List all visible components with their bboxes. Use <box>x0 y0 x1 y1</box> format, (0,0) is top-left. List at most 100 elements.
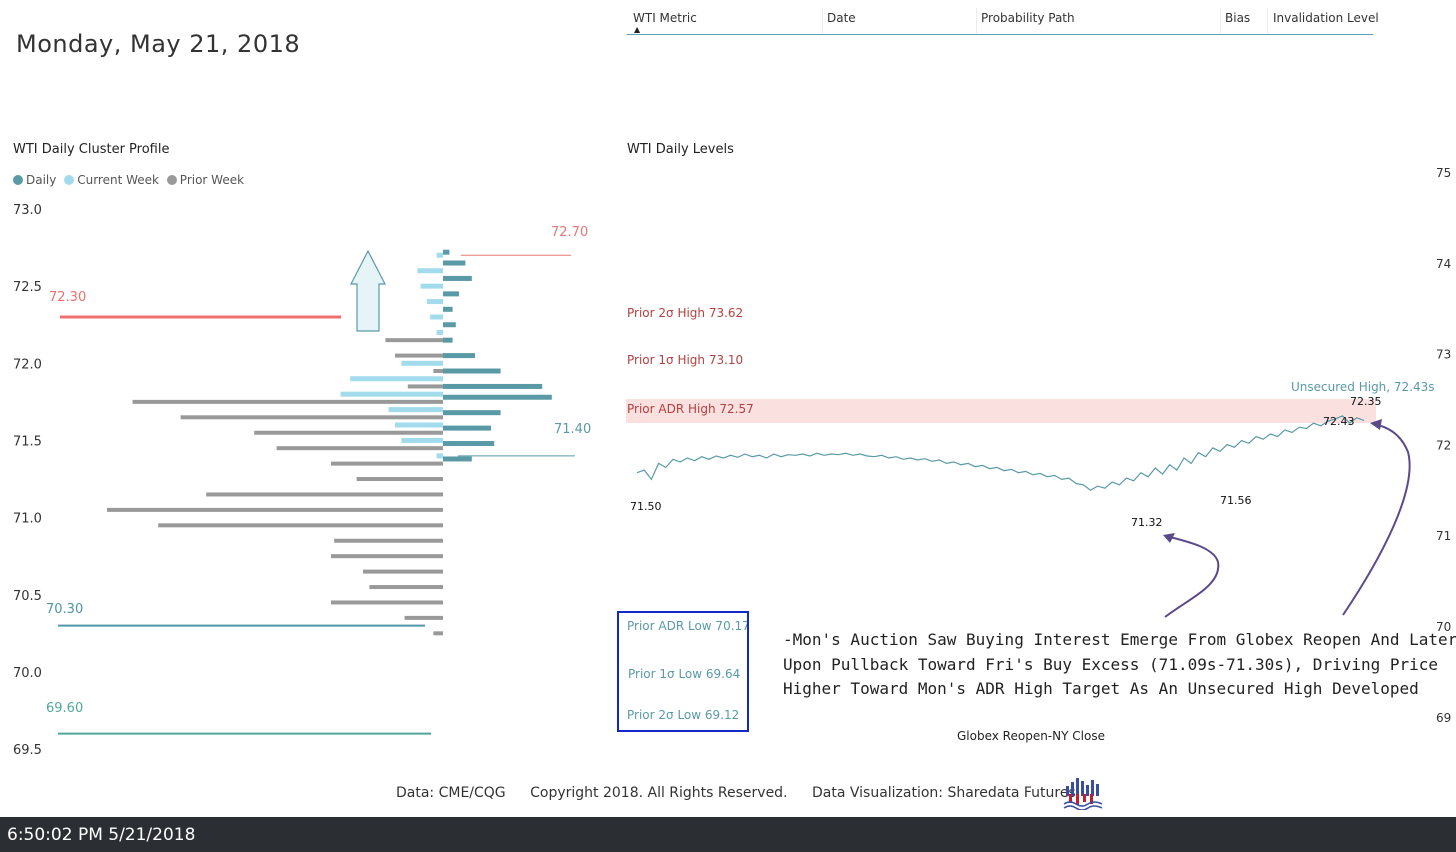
bar-prior-week <box>385 338 443 343</box>
price-label: 71.56 <box>1220 494 1252 507</box>
y-tick-label: 73.0 <box>13 203 42 218</box>
bar-current-week <box>436 329 443 335</box>
level-label: Prior 1σ Low 69.64 <box>628 667 740 681</box>
right-axis-tick: 70 <box>1436 620 1451 634</box>
bar-daily <box>443 353 475 359</box>
sharedata-logo-icon <box>1063 778 1103 810</box>
legend-swatch-current-week <box>64 175 75 185</box>
column-divider <box>1220 8 1221 34</box>
bar-prior-week <box>276 446 443 451</box>
level-label: Prior 1σ High 73.10 <box>627 353 743 367</box>
bar-current-week <box>350 376 443 382</box>
bar-daily <box>443 260 466 266</box>
bar-current-week <box>388 407 443 413</box>
cluster-profile-title: WTI Daily Cluster Profile <box>13 142 170 157</box>
bar-daily <box>443 441 495 447</box>
right-axis-tick: 75 <box>1436 166 1451 180</box>
y-tick-label: 72.5 <box>13 280 42 295</box>
unsecured-high-label: Unsecured High, 72.43s <box>1291 380 1435 394</box>
bar-current-week <box>401 360 443 366</box>
column-divider <box>1267 8 1268 34</box>
footer-data-source: Data: CME/CQG <box>396 785 506 801</box>
bar-prior-week <box>206 492 443 497</box>
bar-prior-week <box>331 554 443 559</box>
reference-line-label: 69.60 <box>46 701 83 716</box>
column-divider <box>976 8 977 34</box>
y-tick-label: 70.0 <box>13 666 42 681</box>
bar-current-week <box>401 437 443 443</box>
bar-daily <box>443 425 491 431</box>
y-tick-label: 72.0 <box>13 357 42 372</box>
bar-prior-week <box>132 399 443 404</box>
bar-prior-week <box>180 415 443 420</box>
bar-prior-week <box>395 353 443 358</box>
bar-daily <box>443 337 453 343</box>
column-header-invalidation-level[interactable]: Invalidation Level <box>1273 11 1379 25</box>
page-title: Monday, May 21, 2018 <box>16 30 301 58</box>
legend-item-prior-week[interactable]: Prior Week <box>166 173 245 187</box>
legend-label: Prior Week <box>179 173 245 187</box>
bar-daily <box>443 368 501 374</box>
bar-prior-week <box>363 569 443 574</box>
legend-item-daily[interactable]: Daily <box>13 173 56 187</box>
column-header-probability-path[interactable]: Probability Path <box>981 11 1075 25</box>
curved-arrow-icon <box>1342 423 1411 616</box>
reference-line-label: 72.30 <box>49 290 86 305</box>
bar-daily <box>443 322 456 328</box>
legend-item-current-week[interactable]: Current Week <box>64 173 159 187</box>
bar-prior-week <box>369 585 443 590</box>
bar-prior-week <box>254 430 443 435</box>
footer: Data: CME/CQG Copyright 2018. All Rights… <box>396 785 1096 801</box>
bar-prior-week <box>433 369 443 374</box>
price-line <box>636 415 1365 491</box>
sort-ascending-icon[interactable]: ▲ <box>634 25 641 34</box>
bar-current-week <box>436 453 443 459</box>
bar-prior-week <box>407 384 443 389</box>
bar-daily <box>443 249 450 255</box>
right-axis-tick: 74 <box>1436 257 1451 271</box>
level-label: Prior 2σ Low 69.12 <box>627 708 739 722</box>
bar-prior-week <box>158 523 443 528</box>
arrowhead-icon <box>1163 533 1175 543</box>
bar-current-week <box>427 299 443 305</box>
bar-current-week <box>395 422 443 428</box>
bar-current-week <box>420 283 443 289</box>
bar-current-week <box>340 391 443 397</box>
bar-prior-week <box>331 600 443 605</box>
price-label: 72.35 <box>1350 395 1382 408</box>
column-header-wti-metric[interactable]: WTI Metric <box>633 11 697 25</box>
reference-line-label: 71.40 <box>554 422 591 437</box>
bar-current-week <box>430 314 443 320</box>
bar-daily <box>443 291 459 297</box>
legend-swatch-prior-week <box>166 175 177 185</box>
column-header-bias[interactable]: Bias <box>1225 11 1251 25</box>
legend-swatch-daily <box>13 175 23 185</box>
y-tick-label: 71.5 <box>13 434 42 449</box>
right-axis-tick: 71 <box>1436 529 1451 543</box>
wti-metric-table-header: WTI Metric ▲ Date Probability Path Bias … <box>627 8 1379 35</box>
bar-prior-week <box>356 477 443 482</box>
y-tick-label: 71.0 <box>13 512 42 527</box>
reference-line-label: 70.30 <box>46 602 83 617</box>
up-arrow-icon <box>350 249 386 332</box>
bar-prior-week <box>433 631 443 636</box>
arrowhead-icon <box>1370 419 1382 430</box>
bar-daily <box>443 394 552 400</box>
bar-prior-week <box>331 461 443 466</box>
right-axis-tick: 72 <box>1436 438 1451 452</box>
commentary-line: Upon Pullback Toward Fri's Buy Excess (7… <box>783 654 1439 674</box>
price-label: 71.50 <box>630 500 662 513</box>
report-timestamp: 6:50:02 PM 5/21/2018 <box>7 825 196 845</box>
bar-prior-week <box>334 538 443 543</box>
level-label: Prior ADR Low 70.17 <box>627 619 750 633</box>
bar-daily <box>443 383 543 389</box>
y-tick-label: 70.5 <box>13 589 42 604</box>
footer-copyright: Copyright 2018. All Rights Reserved. <box>530 785 788 801</box>
bar-current-week <box>436 252 443 258</box>
column-header-date[interactable]: Date <box>827 11 856 25</box>
commentary-line: Higher Toward Mon's ADR High Target As A… <box>783 679 1419 698</box>
right-axis-tick: 73 <box>1436 348 1451 362</box>
bar-daily <box>443 456 472 462</box>
cluster-profile-legend: Daily Current Week Prior Week <box>13 173 248 187</box>
level-label: Prior 2σ High 73.62 <box>627 306 743 320</box>
